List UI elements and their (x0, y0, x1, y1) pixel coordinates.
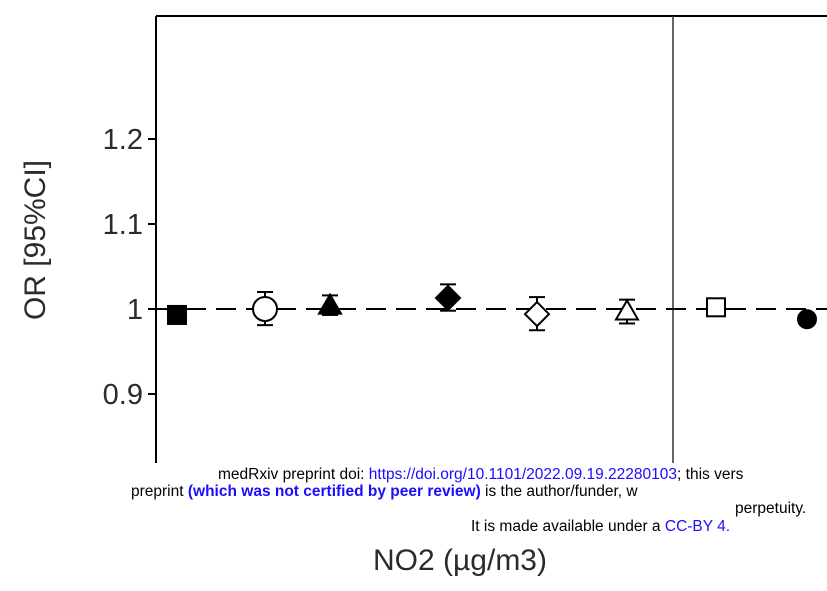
y-tick-label: 1 (127, 294, 143, 326)
forest-plot: 0.9 1 1.1 1.2 OR [95%CI] (19, 15, 827, 463)
y-tick-label: 0.9 (103, 379, 143, 411)
preprint-notice-line-1: medRxiv preprint doi: https://doi.org/10… (218, 466, 743, 483)
preprint-notice-line-4: It is made available under a CC-BY 4. (471, 518, 730, 535)
y-axis-label: OR [95%CI] (19, 160, 52, 320)
square-marker (706, 297, 726, 318)
data-point (434, 283, 462, 312)
diamond-marker (523, 300, 551, 328)
y-axis: 0.9 1 1.1 1.2 (103, 15, 827, 463)
triangle-marker (614, 298, 640, 321)
notice-line-1-prefix: medRxiv preprint doi: (218, 466, 369, 483)
circle-marker (252, 296, 278, 322)
preprint-notice-line-2: preprint (which was not certified by pee… (131, 483, 638, 500)
data-point (523, 296, 551, 332)
points-group (167, 283, 817, 332)
notice-line-2-prefix: preprint (131, 483, 188, 500)
notice-line-3: perpetuity. (735, 500, 807, 517)
triangle-marker (317, 292, 343, 315)
data-point (317, 292, 343, 316)
y-tick-label: 1.1 (103, 209, 143, 241)
data-point (797, 309, 817, 330)
data-point (614, 298, 640, 325)
square-marker (167, 304, 187, 325)
diamond-marker (434, 284, 462, 312)
doi-link[interactable]: https://doi.org/10.1101/2022.09.19.22280… (368, 466, 678, 483)
peer-review-note[interactable]: (which was not certified by peer review) (187, 483, 481, 500)
data-point (167, 304, 187, 325)
x-axis-label: NO2 (µg/m3) (373, 544, 547, 577)
license-link[interactable]: CC-BY 4. (664, 518, 731, 535)
notice-line-1-suffix: ; this vers (677, 466, 744, 483)
notice-line-4-prefix: It is made available under a (471, 518, 665, 535)
data-point (252, 291, 278, 327)
circle-marker (797, 309, 817, 330)
notice-line-2-suffix: is the author/funder, w (480, 483, 638, 500)
preprint-notice-line-3: perpetuity. (735, 500, 806, 517)
y-tick-label: 1.2 (103, 124, 143, 156)
data-point (706, 297, 726, 318)
